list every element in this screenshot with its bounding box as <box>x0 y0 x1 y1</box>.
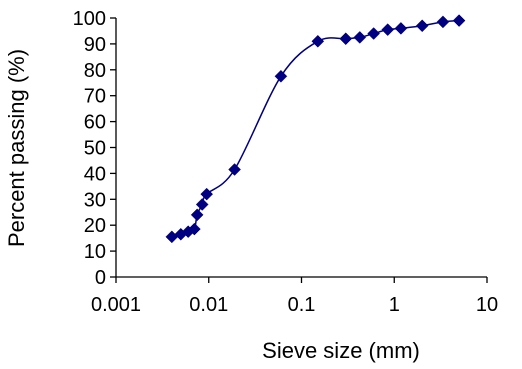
y-tick-label: 10 <box>84 241 106 263</box>
data-point-marker <box>188 222 201 236</box>
data-point-marker <box>436 15 450 29</box>
x-tick-label: 0.001 <box>91 294 141 316</box>
data-point-marker <box>415 19 429 33</box>
x-axis-title: Sieve size (mm) <box>262 338 420 363</box>
markers <box>165 14 466 244</box>
data-point-marker <box>311 34 325 48</box>
data-point-marker <box>381 23 395 37</box>
data-point-marker <box>190 208 204 222</box>
y-tick-label: 70 <box>84 86 106 108</box>
x-tick-label: 0.1 <box>288 294 316 316</box>
x-tick-label: 10 <box>476 294 498 316</box>
y-tick-label: 100 <box>73 8 106 30</box>
y-tick-label: 20 <box>84 215 106 237</box>
y-tick-label: 90 <box>84 34 106 56</box>
y-tick-label: 60 <box>84 112 106 134</box>
series-line <box>171 19 460 238</box>
y-tick-label: 0 <box>95 267 106 289</box>
data-point-marker <box>353 31 367 44</box>
data-point-marker <box>367 27 381 40</box>
x-ticks: 0.001 0.01 0.1 1 10 <box>91 277 498 316</box>
y-ticks: 0 10 20 30 40 50 60 70 80 90 100 <box>73 8 116 289</box>
data-point-marker <box>339 32 353 46</box>
x-tick-label: 0.01 <box>189 294 228 316</box>
data-point-marker <box>200 187 214 201</box>
y-axis-title: Percent passing (%) <box>4 49 29 247</box>
y-tick-label: 40 <box>84 163 106 185</box>
x-tick-label: 1 <box>389 294 400 316</box>
y-tick-label: 50 <box>84 138 106 160</box>
data-point-marker <box>195 198 209 211</box>
data-point-marker <box>452 14 466 27</box>
data-point-marker <box>394 22 408 35</box>
data-point-marker <box>165 230 179 244</box>
y-tick-label: 80 <box>84 60 106 82</box>
data-point-marker <box>274 69 288 83</box>
data-point-marker <box>228 163 241 176</box>
y-tick-label: 30 <box>84 189 106 211</box>
